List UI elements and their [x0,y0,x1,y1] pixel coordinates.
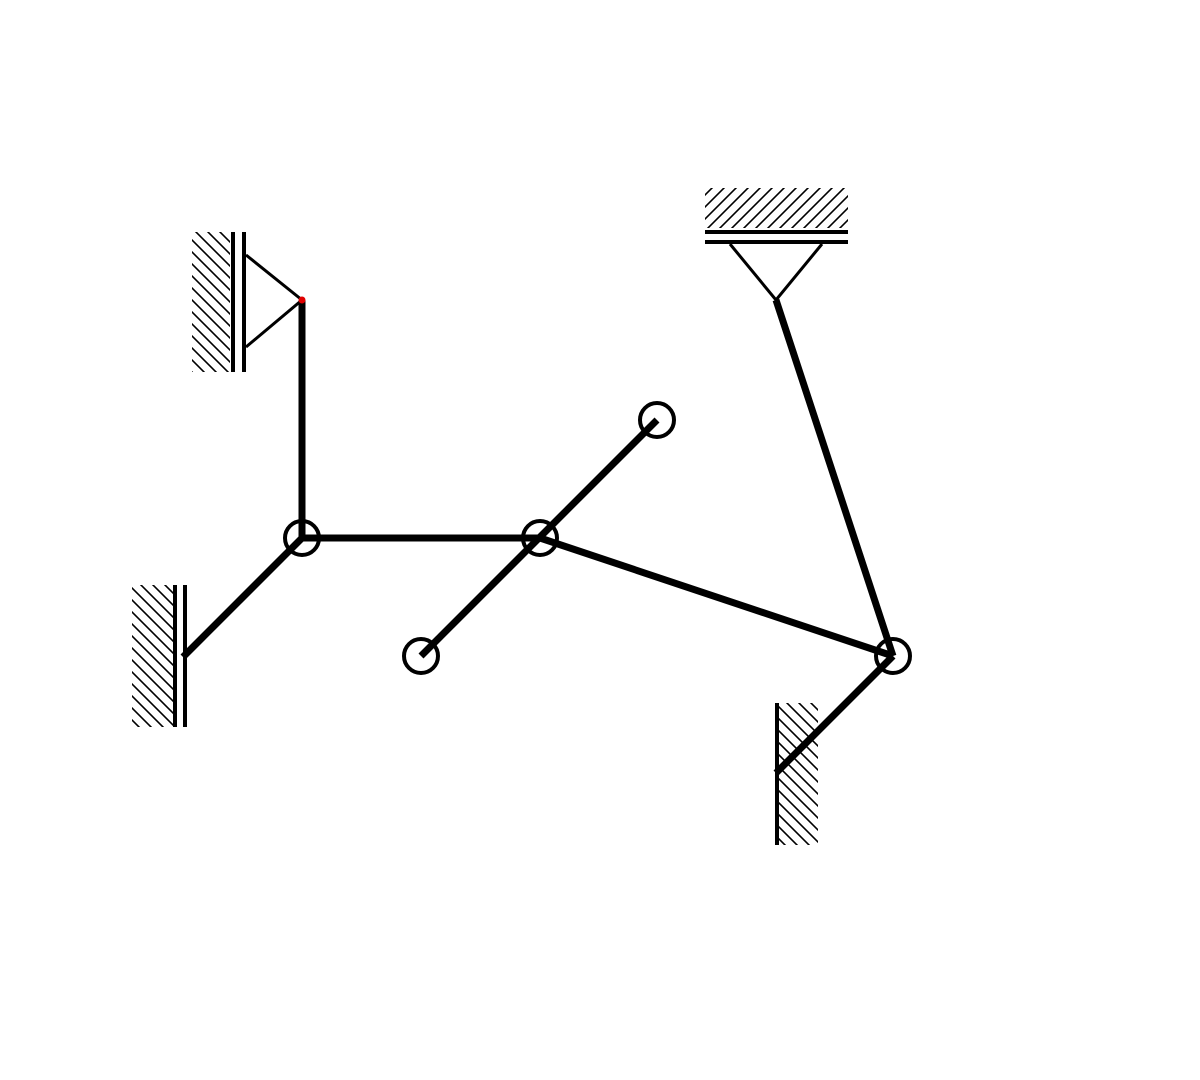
hatch [705,188,848,228]
hatch [192,232,230,372]
hinge [874,637,912,675]
member [773,653,896,776]
member [772,298,897,658]
support-left [132,585,187,727]
hatch [778,703,818,845]
hinges [283,401,912,675]
hinge [402,637,440,675]
members [180,298,897,776]
member [538,534,895,660]
member [418,417,660,659]
hinge [521,519,559,557]
support-bottom-right [775,703,818,845]
hatch [132,585,173,727]
highlight-point [298,296,306,304]
hinge [283,519,321,557]
member [180,535,305,660]
hinge [638,401,676,439]
